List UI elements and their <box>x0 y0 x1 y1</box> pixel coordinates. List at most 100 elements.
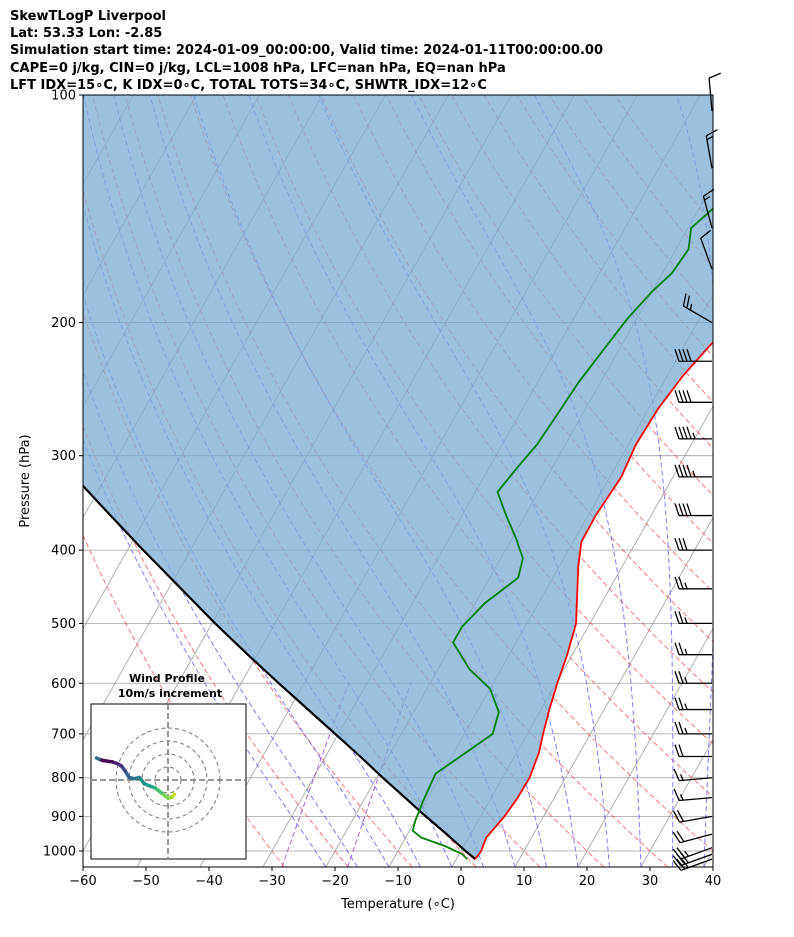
wind-barb-3 <box>672 830 713 844</box>
barb-flag-15 <box>682 503 688 516</box>
temperature-line <box>474 341 713 860</box>
y-tick-label-4: 500 <box>51 617 76 632</box>
barb-half-2 <box>684 850 690 857</box>
barb-flag-16 <box>674 464 680 478</box>
wind-barb-8 <box>674 721 712 735</box>
stability-line: CAPE=0 j/kg, CIN=0 j/kg, LCL=1008 hPa, L… <box>10 60 506 76</box>
barb-flag-23 <box>705 129 718 137</box>
cin-shade <box>83 95 713 860</box>
barb-flag-2 <box>676 847 686 859</box>
wind-barb-9 <box>674 697 712 711</box>
x-tick-label-1: −50 <box>132 874 159 889</box>
barb-staff-22 <box>702 196 713 229</box>
barb-flag-7 <box>678 744 684 757</box>
barb-flag-12 <box>678 611 684 624</box>
chart-header: SkewTLogP Liverpool Lat: 53.33 Lon: -2.8… <box>10 8 603 94</box>
barb-flag-0 <box>680 857 690 869</box>
wind-barb-22 <box>702 188 715 229</box>
wind-barb-19 <box>674 349 712 362</box>
wind-barb-20 <box>682 293 713 324</box>
hodograph-title: Wind Profile <box>129 672 205 685</box>
barb-flag-22 <box>703 188 715 197</box>
y-tick-label-3: 400 <box>51 544 76 559</box>
isotherm-20 <box>577 627 713 867</box>
hodograph-inset: Wind Profile 10m/s increment <box>90 672 247 860</box>
barb-flag-7 <box>674 744 680 757</box>
barb-half-13 <box>684 582 688 590</box>
barb-flag-4 <box>676 809 685 822</box>
wind-barb-17 <box>674 426 712 440</box>
barb-flag-6 <box>673 768 680 781</box>
barb-flag-15 <box>678 503 684 516</box>
isotherm-40 <box>703 850 713 867</box>
barb-flag-0 <box>676 858 686 870</box>
barb-flag-18 <box>686 390 692 403</box>
barb-flag-20 <box>686 295 691 309</box>
wind-barb-23 <box>705 129 718 169</box>
x-tick-label-3: −30 <box>258 874 285 889</box>
barb-flag-16 <box>678 464 684 478</box>
hodograph-segment-15 <box>94 756 101 761</box>
barb-flag-19 <box>682 349 688 362</box>
barb-flag-2 <box>672 848 682 860</box>
barb-flag-3 <box>672 831 681 844</box>
barb-flag-17 <box>678 426 684 440</box>
barb-flag-10 <box>678 671 684 684</box>
wind-barb-7 <box>674 744 712 758</box>
barb-flag-13 <box>674 576 680 590</box>
y-tick-label-7: 800 <box>51 771 76 786</box>
x-tick-label-5: −10 <box>384 874 411 889</box>
barb-flag-18 <box>678 390 684 403</box>
barb-flag-20 <box>682 293 687 307</box>
barb-flag-16 <box>686 464 692 478</box>
barb-flag-17 <box>674 426 680 440</box>
barb-flag-0 <box>672 860 682 871</box>
barb-half-10 <box>684 677 688 684</box>
barb-staff-23 <box>705 135 713 169</box>
x-tick-label-8: 20 <box>579 874 596 889</box>
y-axis-label: Pressure (hPa) <box>18 434 33 527</box>
barb-staff-6 <box>679 777 713 782</box>
barb-half-5 <box>679 794 684 801</box>
x-tick-label-7: 10 <box>516 874 533 889</box>
wind-barb-10 <box>674 671 712 684</box>
barb-half-11 <box>684 648 688 655</box>
barb-half-23 <box>706 136 713 141</box>
barb-staff-0 <box>680 858 713 871</box>
barb-flag-24 <box>708 72 721 79</box>
barb-flag-21 <box>700 229 712 239</box>
barb-staff-1 <box>680 853 713 867</box>
barb-half-22 <box>704 196 711 201</box>
barb-staff-5 <box>679 796 713 802</box>
wind-barb-13 <box>674 576 712 590</box>
barb-half-12 <box>684 617 688 624</box>
barb-flag-8 <box>678 721 684 735</box>
indices-line: LFT IDX=15∘C, K IDX=0∘C, TOTAL TOTS=34∘C… <box>10 77 487 93</box>
barb-staff-20 <box>683 305 713 324</box>
barb-flag-17 <box>682 426 688 440</box>
x-tick-label-9: 30 <box>642 874 659 889</box>
wind-barb-14 <box>674 537 712 551</box>
barb-flag-5 <box>673 788 680 801</box>
barb-flag-9 <box>674 697 680 710</box>
barb-staff-3 <box>679 833 713 844</box>
y-tick-label-2: 300 <box>51 449 76 464</box>
wind-barb-24 <box>708 72 721 112</box>
wind-barb-15 <box>674 503 712 517</box>
x-tick-label-6: 0 <box>457 874 465 889</box>
dry-adiabat-70 <box>287 95 713 693</box>
y-tick-label-9: 1000 <box>43 844 76 859</box>
barb-flag-18 <box>682 390 688 403</box>
time-line: Simulation start time: 2024-01-09_00:00:… <box>10 43 603 59</box>
barb-staff-4 <box>679 815 713 823</box>
parcel-profile-line <box>83 484 476 860</box>
barb-flag-15 <box>674 503 680 516</box>
barb-flag-19 <box>678 349 684 362</box>
barb-flag-11 <box>678 642 684 655</box>
barb-flag-11 <box>674 642 680 655</box>
dewpoint-line <box>411 207 713 860</box>
y-tick-label-1: 200 <box>51 316 76 331</box>
hodograph-plot <box>91 704 246 859</box>
barb-flag-3 <box>676 830 685 843</box>
